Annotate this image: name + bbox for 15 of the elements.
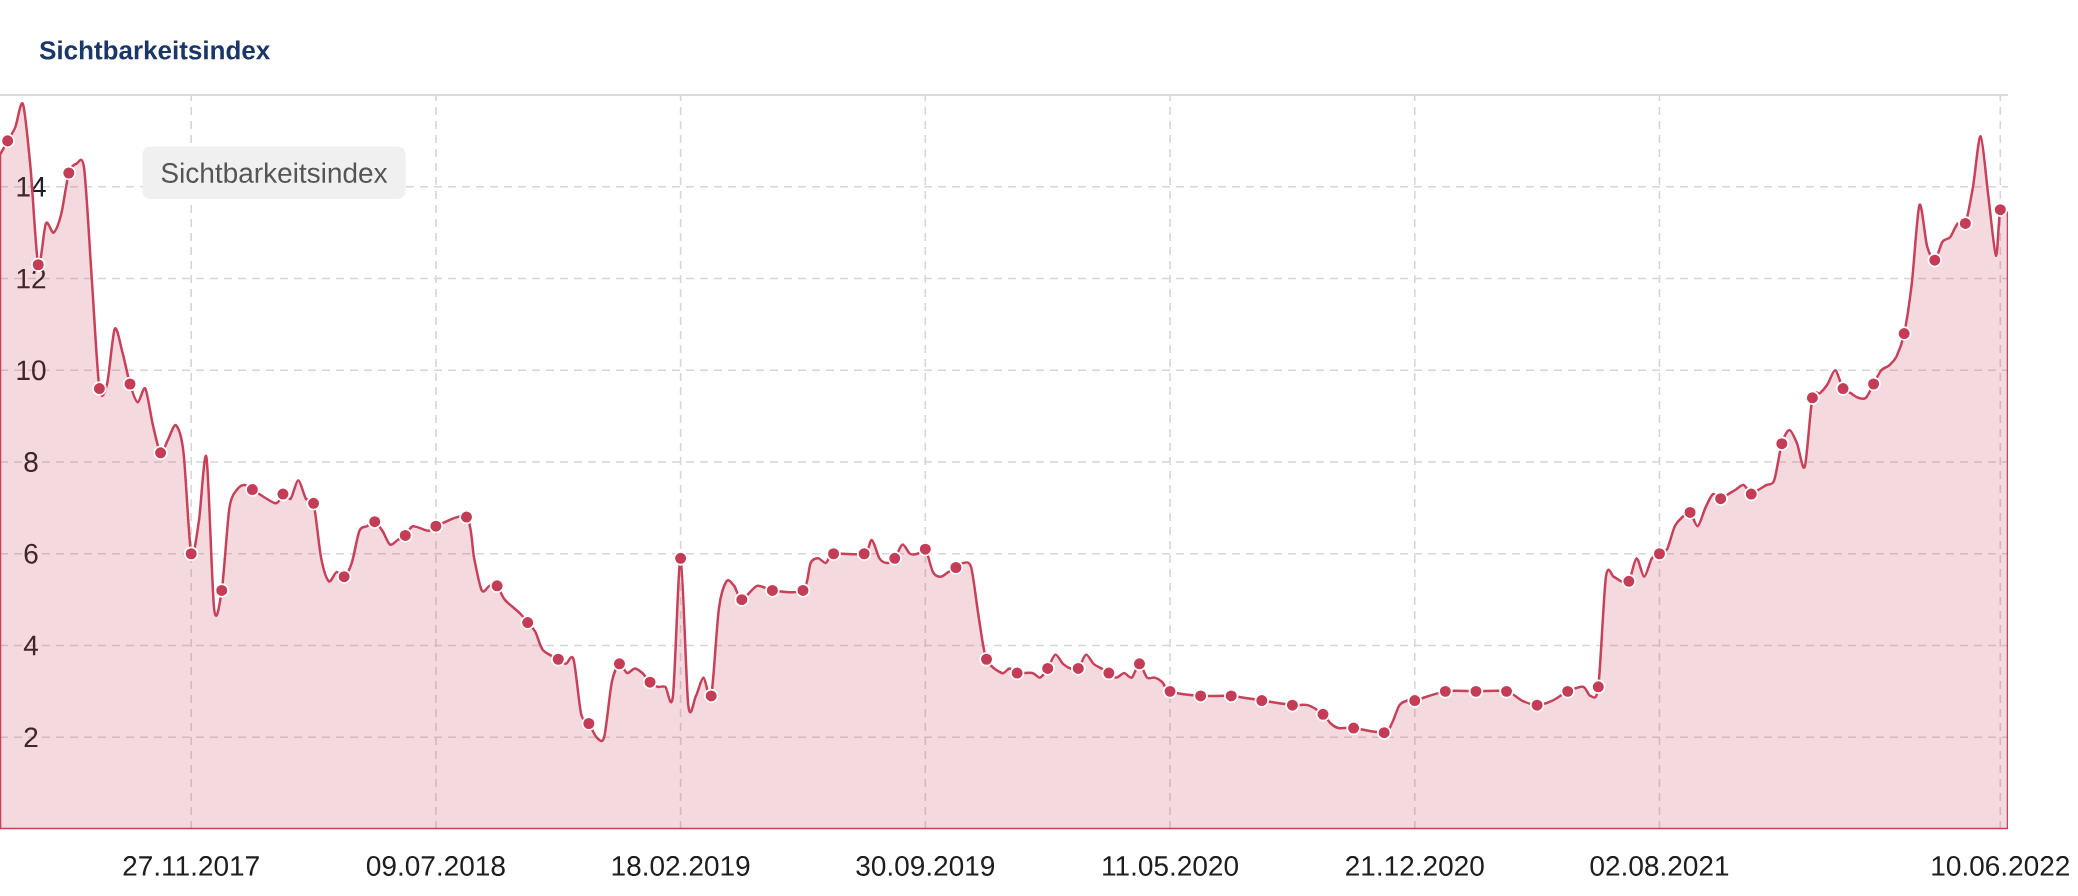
x-tick-label: 11.05.2020 <box>1103 856 1238 876</box>
x-tick-label: 30.09.2019 <box>856 856 995 876</box>
x-tick-label: 21.12.2020 <box>1346 856 1484 876</box>
y-tick-label: 8 <box>24 452 38 472</box>
y-tick-label: 2 <box>24 727 38 748</box>
x-tick-label: 10.06.2022 <box>1932 856 2069 876</box>
y-tick-label: 4 <box>23 635 38 656</box>
y-tick-label: 6 <box>24 543 38 564</box>
y-tick-label: 10 <box>17 360 46 381</box>
annotation: Sichtbarkeitsindex <box>161 162 388 183</box>
chart-title: Sichtbarkeitsindex <box>39 40 271 60</box>
x-tick-label: 18.02.2019 <box>612 856 750 876</box>
x-tick-label: 27.11.2017 <box>123 856 259 876</box>
x-tick-label: 02.08.2021 <box>1590 856 1729 876</box>
x-tick-label: 09.07.2018 <box>366 856 505 876</box>
